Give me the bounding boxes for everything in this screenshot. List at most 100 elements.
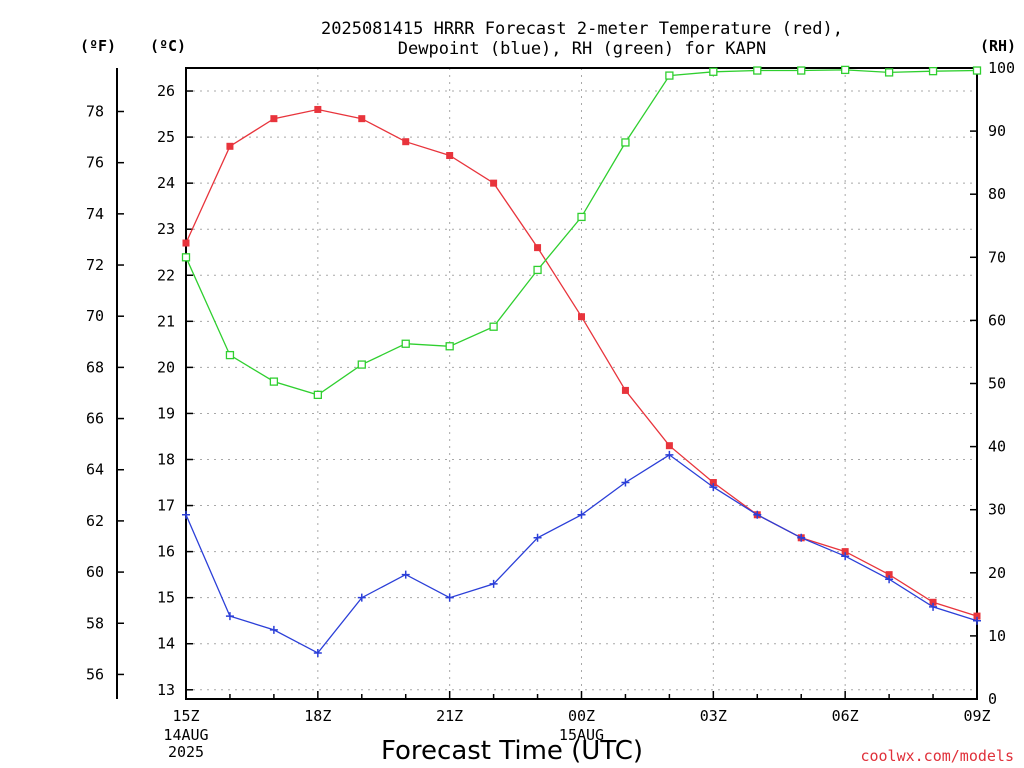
rh-point (401, 339, 410, 348)
dewpoint-point (973, 616, 981, 625)
dewpoint-point (797, 533, 806, 542)
fahrenheit-tick-label: 56 (86, 665, 104, 683)
temperature-point (841, 548, 849, 556)
rh-tick-label: 10 (988, 627, 1006, 645)
celsius-tick-label: 17 (157, 497, 175, 515)
temperature-point (578, 313, 585, 321)
celsius-tick-label: 24 (157, 174, 175, 192)
rh-point (884, 68, 894, 77)
chart-title-line-2: Dewpoint (blue), RH (green) for KAPN (398, 39, 766, 59)
dewpoint-point (401, 570, 410, 579)
celsius-tick-label: 22 (157, 266, 175, 284)
chart-title: 2025081415 HRRR Forecast 2-meter Tempera… (321, 19, 843, 59)
dewpoint-point (445, 593, 454, 602)
celsius-axis: 13 14 15 16 17 18 19 20 21 22 23 24 25 26 (157, 82, 193, 699)
x-tick-label: 15Z (172, 707, 199, 725)
fahrenheit-tick-label: 76 (86, 154, 104, 172)
rh-point (181, 253, 191, 262)
rh-point (709, 67, 718, 76)
rh-point (665, 71, 674, 80)
temperature-series (182, 105, 981, 620)
dewpoint-point (533, 533, 542, 542)
dewpoint-point (225, 612, 234, 621)
temperature-point (446, 152, 454, 160)
rh-point (577, 212, 586, 222)
celsius-tick-label: 16 (157, 543, 175, 561)
x-tick-label: 21Z (436, 707, 463, 725)
rh-tick-label: 40 (988, 438, 1006, 456)
rh-tick-label: 0 (988, 690, 997, 708)
credit-label: coolwx.com/models (860, 747, 1014, 765)
rh-point (357, 360, 366, 369)
x-tick-sublabel: 15AUG (559, 726, 604, 744)
temperature-point (665, 442, 673, 450)
dewpoint-point (665, 450, 674, 459)
temperature-point (358, 115, 366, 123)
x-tick-sublabel: 14AUG (163, 726, 208, 744)
celsius-tick-label: 13 (157, 681, 175, 699)
fahrenheit-tick-label: 68 (86, 358, 104, 376)
rh-point (269, 377, 279, 386)
dewpoint-point (489, 579, 498, 588)
rh-tick-label: 30 (988, 501, 1006, 519)
dewpoint-point (885, 575, 894, 584)
fahrenheit-tick-label: 72 (86, 256, 104, 274)
celsius-tick-label: 18 (157, 450, 175, 468)
temperature-point (182, 239, 190, 247)
rh-tick-label: 20 (988, 564, 1006, 582)
dewpoint-point (313, 648, 322, 657)
temperature-point (402, 138, 410, 146)
x-tick-label: 09Z (963, 707, 990, 725)
rh-point (533, 265, 542, 275)
fahrenheit-tick-label: 78 (86, 102, 104, 120)
dewpoint-point (182, 510, 190, 519)
temperature-point (270, 115, 278, 123)
rh-point (489, 322, 498, 331)
rh-point (225, 350, 235, 360)
rh-point (445, 342, 454, 351)
fahrenheit-tick-label: 70 (86, 307, 104, 325)
dewpoint-point (357, 593, 366, 602)
rh-tick-label: 50 (988, 375, 1006, 393)
temperature-point (973, 612, 981, 620)
temperature-point (709, 479, 717, 487)
rh-tick-label: 100 (988, 59, 1015, 77)
dewpoint-point (621, 478, 630, 487)
fahrenheit-tick-label: 74 (86, 205, 104, 223)
temperature-point (885, 571, 893, 579)
temperature-point (226, 142, 234, 150)
x-tick-sublabel: 2025 (168, 743, 204, 761)
celsius-tick-label: 21 (157, 312, 175, 330)
rh-point (972, 66, 982, 75)
dewpoint-point (709, 483, 718, 492)
x-tick-label: 03Z (700, 707, 727, 725)
rh-point (313, 390, 322, 400)
rh-tick-label: 60 (988, 311, 1006, 329)
dewpoint-point (929, 602, 938, 611)
dewpoint-point (269, 625, 278, 634)
fahrenheit-tick-label: 58 (86, 614, 104, 632)
fahrenheit-tick-label: 64 (86, 461, 104, 479)
chart-title-line-1: 2025081415 HRRR Forecast 2-meter Tempera… (321, 19, 843, 39)
series-layer (181, 65, 982, 657)
fahrenheit-tick-label: 66 (86, 410, 104, 428)
rh-axis: 0 10 20 30 40 50 60 70 80 90 100 (970, 59, 1015, 708)
rh-point (753, 66, 762, 75)
rh-series (181, 65, 982, 400)
rh-point (928, 67, 938, 76)
dewpoint-series (182, 450, 981, 657)
x-tick-label: 06Z (832, 707, 859, 725)
celsius-tick-label: 25 (157, 128, 175, 146)
temperature-point (534, 244, 542, 252)
rh-unit-label: (RH) (980, 37, 1016, 55)
rh-tick-label: 90 (988, 122, 1006, 140)
fahrenheit-axis: 56 58 60 62 64 66 68 70 72 74 76 78 (86, 68, 124, 699)
x-axis-label: Forecast Time (UTC) (381, 736, 643, 766)
dewpoint-point (753, 510, 762, 519)
rh-tick-label: 80 (988, 185, 1006, 203)
dewpoint-point (577, 510, 586, 519)
x-tick-label: 18Z (304, 707, 331, 725)
fahrenheit-unit-label: (ºF) (80, 37, 116, 55)
